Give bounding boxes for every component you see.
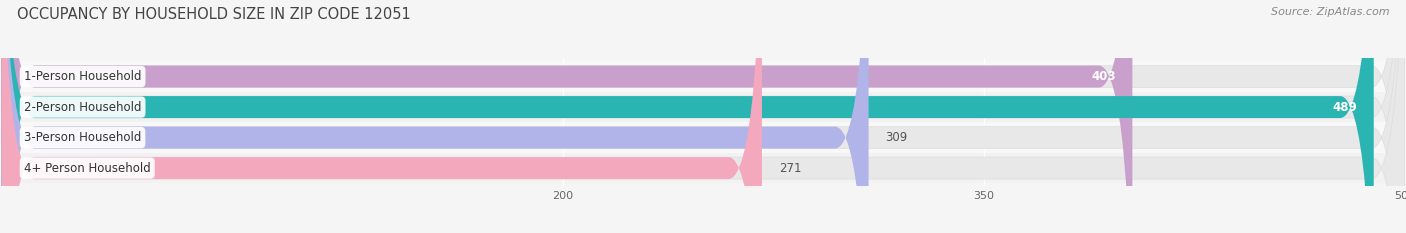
- FancyBboxPatch shape: [1, 92, 1405, 122]
- Text: 2-Person Household: 2-Person Household: [24, 101, 142, 113]
- Text: Source: ZipAtlas.com: Source: ZipAtlas.com: [1271, 7, 1389, 17]
- Text: 403: 403: [1091, 70, 1115, 83]
- Text: 271: 271: [779, 162, 801, 175]
- Text: 4+ Person Household: 4+ Person Household: [24, 162, 150, 175]
- Text: 1-Person Household: 1-Person Household: [24, 70, 142, 83]
- FancyBboxPatch shape: [1, 0, 1374, 233]
- Text: 489: 489: [1331, 101, 1357, 113]
- FancyBboxPatch shape: [1, 153, 1405, 183]
- Text: OCCUPANCY BY HOUSEHOLD SIZE IN ZIP CODE 12051: OCCUPANCY BY HOUSEHOLD SIZE IN ZIP CODE …: [17, 7, 411, 22]
- Text: 3-Person Household: 3-Person Household: [24, 131, 141, 144]
- FancyBboxPatch shape: [1, 0, 869, 233]
- FancyBboxPatch shape: [1, 0, 762, 233]
- FancyBboxPatch shape: [1, 122, 1405, 153]
- FancyBboxPatch shape: [1, 61, 1405, 92]
- Text: 309: 309: [886, 131, 908, 144]
- FancyBboxPatch shape: [1, 0, 1132, 233]
